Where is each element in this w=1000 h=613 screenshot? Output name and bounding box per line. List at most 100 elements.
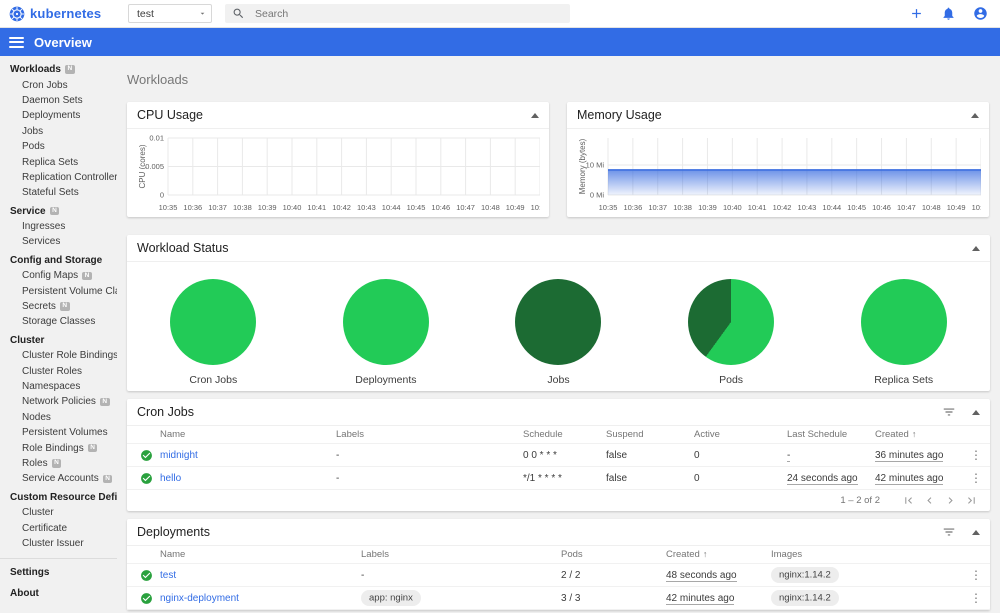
create-plus-icon[interactable] <box>909 6 924 21</box>
column-header-active[interactable]: Active <box>694 429 720 440</box>
column-header-labels[interactable]: Labels <box>361 549 389 560</box>
svg-text:10:50: 10:50 <box>972 203 981 212</box>
column-header-schedule[interactable]: Schedule <box>523 429 563 440</box>
sidebar-item-storage-classes[interactable]: Storage Classes <box>22 316 96 328</box>
deployments-table: Name Labels Pods Created ↑ Images test - 2 / 2 48… <box>127 546 990 610</box>
next-page-icon[interactable] <box>944 494 957 507</box>
cron-jobs-table: Name Labels Schedule Suspend Active Last Sche… <box>127 426 990 490</box>
last-page-icon[interactable] <box>965 494 978 507</box>
sidebar-item-deployments[interactable]: Deployments <box>22 110 81 122</box>
collapse-caret-icon[interactable] <box>972 245 980 251</box>
status-success-icon <box>141 449 152 461</box>
pie-chart[interactable] <box>860 279 947 365</box>
sidebar-item-cluster[interactable]: Cluster <box>22 507 54 519</box>
column-header-images[interactable]: Images <box>771 549 803 560</box>
search-box[interactable] <box>225 4 570 23</box>
column-header-created[interactable]: Created ↑ <box>666 549 708 560</box>
sidebar-item-persistent-volume-claims[interactable]: Persistent Volume ClaimsN <box>0 283 117 298</box>
sidebar-item-nodes[interactable]: Nodes <box>22 411 51 423</box>
collapse-caret-icon[interactable] <box>972 529 980 535</box>
row-menu-kebab-icon[interactable]: ⋮ <box>970 568 982 582</box>
resource-link[interactable]: hello <box>160 472 182 484</box>
column-header-name[interactable]: Name <box>160 549 186 560</box>
sidebar-item-ingresses[interactable]: Ingresses <box>22 221 66 233</box>
sidebar-item-secrets[interactable]: Secrets N <box>0 299 117 314</box>
filter-icon[interactable] <box>942 405 956 419</box>
column-header-created[interactable]: Created ↑ <box>875 429 917 440</box>
sidebar-item-custom-resource-definitions[interactable]: Custom Resource Definitions <box>10 491 117 503</box>
filter-icon[interactable] <box>942 525 956 539</box>
sidebar-item-replication-controllers[interactable]: Replication Controllers <box>22 171 117 183</box>
row-menu-kebab-icon[interactable]: ⋮ <box>970 591 982 605</box>
resource-link[interactable]: midnight <box>160 449 198 461</box>
svg-text:10:41: 10:41 <box>307 203 326 212</box>
pie-chart[interactable] <box>688 279 775 365</box>
sidebar-item-config-maps[interactable]: Config Maps N <box>0 268 117 283</box>
collapse-caret-icon[interactable] <box>971 112 979 118</box>
sidebar-item-cluster-roles[interactable]: Cluster Roles <box>22 365 83 377</box>
svg-text:10:36: 10:36 <box>623 203 642 212</box>
pie-label: Cron Jobs <box>189 374 238 386</box>
svg-text:10:37: 10:37 <box>648 203 667 212</box>
row-menu-kebab-icon[interactable]: ⋮ <box>970 471 982 485</box>
relative-time: 48 seconds ago <box>666 569 737 582</box>
sidebar-item-persistent-volumes[interactable]: Persistent Volumes <box>22 427 108 439</box>
svg-text:0.005: 0.005 <box>145 162 164 171</box>
column-header-pods[interactable]: Pods <box>561 549 583 560</box>
namespaced-badge: N <box>49 206 60 216</box>
svg-text:10:42: 10:42 <box>332 203 351 212</box>
prev-page-icon[interactable] <box>923 494 936 507</box>
svg-text:10:47: 10:47 <box>456 203 475 212</box>
menu-hamburger-icon[interactable] <box>9 36 24 48</box>
status-success-icon <box>141 592 152 604</box>
sidebar-item-about[interactable]: About <box>10 587 39 599</box>
column-header-suspend[interactable]: Suspend <box>606 429 644 440</box>
cell-text: - <box>336 449 340 461</box>
resource-link[interactable]: nginx-deployment <box>160 592 239 604</box>
sidebar-item-jobs[interactable]: Jobs <box>22 125 44 137</box>
page-title: Workloads <box>127 72 189 87</box>
sidebar-item-cluster[interactable]: Cluster <box>10 334 45 346</box>
sidebar-item-roles[interactable]: Roles N <box>0 456 117 471</box>
sidebar-item-network-policies[interactable]: Network Policies N <box>0 394 117 409</box>
svg-text:10 Mi: 10 Mi <box>586 161 605 170</box>
sidebar-item-cluster-issuer[interactable]: Cluster Issuer <box>22 537 84 549</box>
column-header-name[interactable]: Name <box>160 429 186 440</box>
first-page-icon[interactable] <box>902 494 915 507</box>
sidebar-item-namespaces[interactable]: Namespaces <box>22 381 81 392</box>
sidebar-item-replica-sets[interactable]: Replica Sets <box>22 156 79 168</box>
namespace-selector[interactable]: test <box>128 4 212 23</box>
column-header-last-schedule[interactable]: Last Schedule <box>787 429 848 440</box>
kubernetes-logo[interactable]: kubernetes <box>0 6 117 22</box>
sidebar-item-config-and-storage[interactable]: Config and Storage <box>10 254 103 266</box>
main-content: Workloads CPU Usage 10:35 10:36 10:37 10:38… <box>117 56 1000 613</box>
pie-chart[interactable] <box>342 279 429 365</box>
sidebar-item-cron-jobs[interactable]: Cron Jobs <box>22 79 68 91</box>
sidebar-item-cluster-role-bindings[interactable]: Cluster Role Bindings <box>22 350 117 362</box>
search-input[interactable] <box>255 7 535 20</box>
sidebar-item-certificate[interactable]: Certificate <box>22 522 68 534</box>
sidebar-item-daemon-sets[interactable]: Daemon Sets <box>22 94 83 106</box>
column-header-labels[interactable]: Labels <box>336 429 364 440</box>
row-menu-kebab-icon[interactable]: ⋮ <box>970 448 982 462</box>
sidebar-item-role-bindings[interactable]: Role Bindings N <box>0 440 117 455</box>
sidebar-item-service[interactable]: Service N <box>0 204 117 219</box>
pie-chart[interactable] <box>170 279 257 365</box>
sidebar-item-service-accounts[interactable]: Service Accounts N <box>0 471 117 486</box>
notifications-bell-icon[interactable] <box>941 6 956 21</box>
sidebar-item-services[interactable]: Services <box>22 236 61 248</box>
sidebar-item-settings[interactable]: Settings <box>10 566 50 578</box>
svg-text:10:49: 10:49 <box>506 203 525 212</box>
collapse-caret-icon[interactable] <box>531 112 539 118</box>
svg-text:10:40: 10:40 <box>723 203 742 212</box>
sidebar-item-workloads[interactable]: Workloads N <box>0 62 117 77</box>
header-actions <box>909 6 1000 21</box>
svg-text:10:41: 10:41 <box>748 203 767 212</box>
user-account-icon[interactable] <box>973 6 988 21</box>
table-row: midnight - 0 0 * * * false 0 - 36 minutes ago ⋮ <box>127 444 990 467</box>
pie-chart[interactable] <box>515 279 602 365</box>
sidebar-item-pods[interactable]: Pods <box>22 141 45 153</box>
resource-link[interactable]: test <box>160 569 177 581</box>
collapse-caret-icon[interactable] <box>972 409 980 415</box>
sidebar-item-stateful-sets[interactable]: Stateful Sets <box>22 187 79 199</box>
